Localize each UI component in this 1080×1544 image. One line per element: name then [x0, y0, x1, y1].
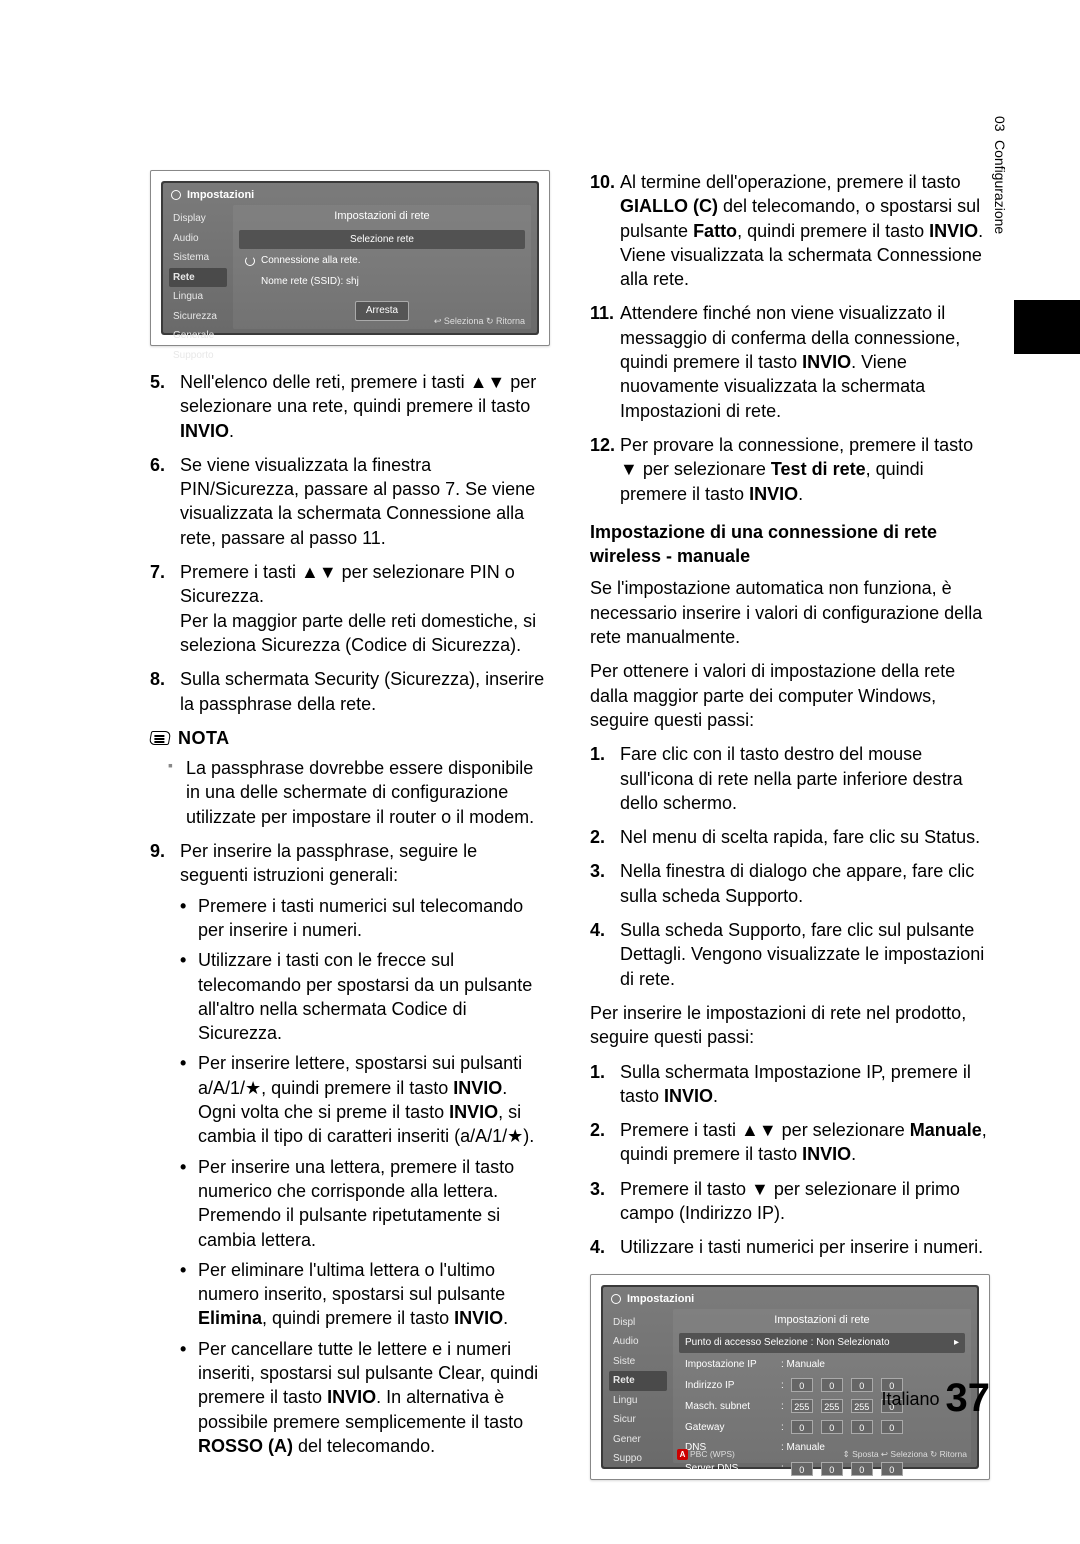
substep-3: 3.Nella finestra di dialogo che appare, …: [590, 859, 990, 908]
paragraph: Per ottenere i valori di impostazione de…: [590, 659, 990, 732]
thumb-index-mark: [1014, 300, 1080, 354]
note-heading: NOTA: [150, 726, 550, 750]
substep-2: 2.Nel menu di scelta rapida, fare clic s…: [590, 825, 990, 849]
substep-1: 1.Fare clic con il tasto destro del mous…: [590, 742, 990, 815]
right-column: 10.Al termine dell'operazione, premere i…: [590, 170, 990, 1504]
substep-ip-4: 4.Utilizzare i tasti numerici per inseri…: [590, 1235, 990, 1259]
step-10: 10.Al termine dell'operazione, premere i…: [590, 170, 990, 291]
step-7: 7.Premere i tasti ▲▼ per selezionare PIN…: [150, 560, 550, 657]
tv-sidebar-item: Audio: [169, 229, 227, 249]
tv-config-row: Server DNS: 0000: [679, 1459, 965, 1479]
step-11: 11.Attendere finché non viene visualizza…: [590, 301, 990, 422]
spinner-icon: [245, 256, 255, 266]
tv-sidebar-item: Lingu: [609, 1391, 667, 1411]
section-heading: Impostazione di una connessione di rete …: [590, 520, 990, 569]
step-8: 8.Sulla schermata Security (Sicurezza), …: [150, 667, 550, 716]
tv-sidebar-item: Generale: [169, 326, 227, 346]
tv-sidebar-item: Suppo: [609, 1449, 667, 1469]
tv-sidebar-item: Sicur: [609, 1410, 667, 1430]
note-body: La passphrase dovrebbe essere disponibil…: [168, 756, 550, 829]
bullet: Premere i tasti numerici sul telecomando…: [180, 894, 550, 943]
tv-sidebar-item: Gener: [609, 1430, 667, 1450]
tv-sidebar-item: Sistema: [169, 248, 227, 268]
step-5: 5.Nell'elenco delle reti, premere i tast…: [150, 370, 550, 443]
tv-sidebar-item: Display: [169, 209, 227, 229]
chapter-label: Configurazione: [990, 136, 1009, 238]
gear-icon: [171, 190, 181, 200]
bullet: Per inserire una lettera, premere il tas…: [180, 1155, 550, 1252]
step-6: 6.Se viene visualizzata la finestra PIN/…: [150, 453, 550, 550]
tv-sidebar-item: Supporto: [169, 346, 227, 366]
tv-sidebar-item: Sicurezza: [169, 307, 227, 327]
tv-footer-hints: ↩ Seleziona ↻ Ritorna: [434, 315, 525, 327]
chapter-tab: 03 Configurazione: [990, 110, 1014, 420]
tv-sidebar-item: Displ: [609, 1313, 667, 1333]
tv-panel-title: Impostazioni di rete: [233, 205, 531, 228]
paragraph: Per inserire le impostazioni di rete nel…: [590, 1001, 990, 1050]
tv-panel-title: Impostazioni di rete: [673, 1309, 971, 1332]
tv-sidebar-item: Siste: [609, 1352, 667, 1372]
tv-screenshot-1: Impostazioni DisplayAudioSistemaReteLing…: [150, 170, 550, 346]
bullet: Per cancellare tutte le lettere e i nume…: [180, 1337, 550, 1458]
chapter-number: 03: [990, 110, 1009, 136]
page-footer: Italiano37: [881, 1371, 990, 1425]
tv-sidebar-item: Lingua: [169, 287, 227, 307]
substep-4: 4.Sulla scheda Supporto, fare clic sul p…: [590, 918, 990, 991]
substep-ip-3: 3.Premere il tasto ▼ per selezionare il …: [590, 1177, 990, 1226]
step-12: 12.Per provare la connessione, premere i…: [590, 433, 990, 506]
note-icon: [149, 731, 171, 745]
tv-selected-row: Selezione rete: [239, 230, 525, 250]
tv-sidebar-item: Rete: [169, 268, 227, 288]
bullet: Per eliminare l'ultima lettera o l'ultim…: [180, 1258, 550, 1331]
bullet: Utilizzare i tasti con le frecce sul tel…: [180, 948, 550, 1045]
step-9: 9. Per inserire la passphrase, seguire l…: [150, 839, 550, 1464]
tv-sidebar-item: Audio: [609, 1332, 667, 1352]
tv-sidebar-item: Rete: [609, 1371, 667, 1391]
tv-ap-row: Punto di accesso Selezione : Non Selezio…: [679, 1333, 965, 1353]
bullet: Per inserire lettere, spostarsi sui puls…: [180, 1051, 550, 1148]
substep-ip-2: 2.Premere i tasti ▲▼ per selezionare Man…: [590, 1118, 990, 1167]
paragraph: Se l'impostazione automatica non funzion…: [590, 576, 990, 649]
tv-footer-hints: APBC (WPS) ⇕ Sposta ↩ Seleziona ↻ Ritorn…: [677, 1449, 967, 1460]
gear-icon: [611, 1294, 621, 1304]
tv-stop-button: Arresta: [355, 301, 409, 321]
substep-ip-1: 1.Sulla schermata Impostazione IP, preme…: [590, 1060, 990, 1109]
left-column: Impostazioni DisplayAudioSistemaReteLing…: [150, 170, 550, 1504]
